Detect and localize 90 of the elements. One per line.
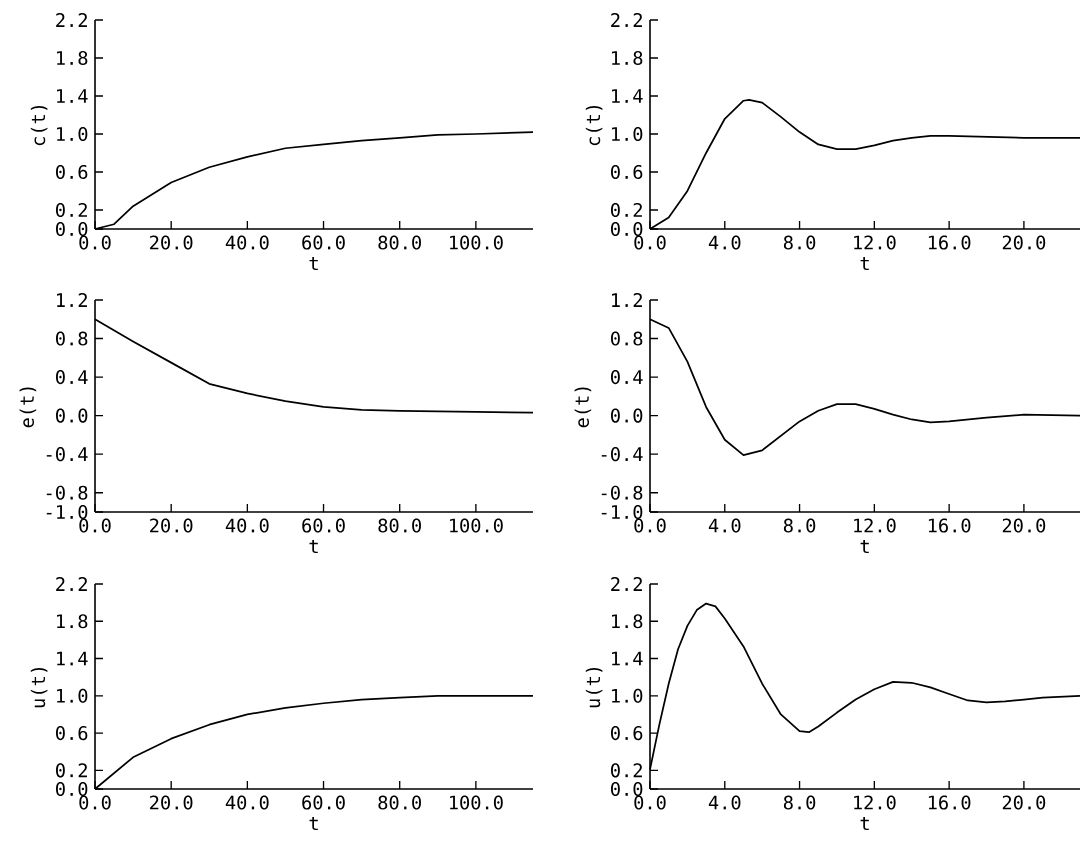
x-tick-label: 20.0 — [1002, 235, 1046, 250]
x-tick-label: 60.0 — [302, 235, 345, 250]
x-tick-label: 8.0 — [783, 518, 816, 533]
x-tick-label: 100.0 — [450, 235, 503, 250]
y-tick-label: 0.6 — [56, 164, 88, 180]
y-tick-label: 1.4 — [612, 89, 643, 103]
x-axis-title: t — [860, 256, 869, 271]
y-tick-label: -1.0 — [601, 504, 643, 520]
x-tick-label: 20.0 — [1002, 795, 1046, 810]
y-tick-label: 0.0 — [56, 221, 88, 237]
y-tick-label: -0.4 — [46, 447, 88, 462]
x-tick-label: 0.0 — [634, 795, 666, 810]
x-tick-label: 80.0 — [378, 518, 421, 533]
y-tick-label: 0.2 — [56, 763, 87, 778]
y-tick-label: 0.0 — [611, 781, 643, 797]
y-axis-title: c(t) — [585, 105, 603, 146]
y-tick-label: 0.0 — [611, 221, 643, 237]
y-tick-label: 1.0 — [612, 126, 643, 142]
x-tick-label: 4.0 — [708, 795, 741, 810]
y-tick-label: 1.2 — [612, 293, 642, 307]
y-axis-title: e(t) — [19, 387, 37, 428]
x-tick-label: 80.0 — [378, 235, 421, 250]
x-tick-label: 0.0 — [634, 235, 666, 250]
y-tick-label: 2.2 — [611, 13, 642, 27]
y-tick-label: 0.2 — [611, 202, 642, 218]
y-tick-label: -0.4 — [601, 447, 643, 462]
y-tick-label: 0.4 — [56, 370, 88, 385]
y-tick-label: 0.6 — [611, 164, 643, 180]
y-tick-label: -1.0 — [46, 504, 88, 520]
x-tick-label: 8.0 — [783, 235, 816, 250]
y-tick-label: 1.0 — [57, 688, 88, 703]
y-axis-title: u(t) — [30, 667, 48, 708]
x-tick-label: 12.0 — [854, 795, 896, 810]
x-tick-label: 12.0 — [854, 235, 896, 250]
y-tick-label: 0.6 — [611, 726, 643, 741]
y-tick-label: 0.4 — [611, 370, 643, 385]
x-tick-label: 20.0 — [150, 518, 193, 533]
x-tick-label: 40.0 — [225, 795, 269, 810]
y-tick-label: 1.8 — [612, 50, 643, 66]
x-tick-label: 20.0 — [150, 235, 193, 250]
x-tick-label: 4.0 — [708, 518, 741, 533]
y-tick-label: 1.8 — [57, 50, 88, 66]
x-axis-title: t — [309, 816, 318, 831]
x-tick-label: 0.0 — [634, 518, 666, 533]
y-tick-label: 0.2 — [611, 763, 642, 778]
x-tick-label: 16.0 — [928, 795, 971, 810]
y-tick-label: 1.4 — [57, 89, 88, 103]
x-tick-label: 20.0 — [150, 795, 193, 810]
x-tick-label: 16.0 — [928, 235, 971, 250]
y-tick-label: 1.0 — [57, 126, 88, 142]
y-tick-label: 0.2 — [56, 202, 87, 218]
x-tick-label: 80.0 — [378, 795, 421, 810]
y-tick-label: -0.8 — [601, 485, 643, 500]
y-tick-label: 1.8 — [57, 614, 88, 629]
y-tick-label: 2.2 — [611, 577, 642, 591]
x-tick-label: 0.0 — [79, 518, 111, 533]
y-axis-title: e(t) — [574, 387, 592, 428]
x-tick-label: 12.0 — [854, 518, 896, 533]
x-axis-title: t — [860, 816, 869, 831]
x-tick-label: 16.0 — [928, 518, 971, 533]
y-axis-title: u(t) — [585, 667, 603, 708]
y-tick-label: 2.2 — [56, 13, 87, 27]
x-tick-label: 20.0 — [1002, 518, 1046, 533]
y-tick-label: 0.6 — [56, 726, 88, 741]
x-tick-label: 0.0 — [79, 235, 111, 250]
y-tick-label: 1.4 — [612, 651, 643, 666]
x-tick-label: 0.0 — [79, 795, 111, 810]
x-tick-label: 4.0 — [708, 235, 741, 250]
y-tick-label: 0.8 — [611, 331, 643, 346]
y-tick-label: 1.8 — [612, 614, 643, 629]
y-tick-label: 0.0 — [611, 408, 643, 423]
y-tick-label: 0.0 — [56, 408, 88, 423]
y-tick-label: 1.4 — [57, 651, 88, 666]
y-tick-label: 0.0 — [56, 781, 88, 797]
x-tick-label: 40.0 — [225, 235, 269, 250]
x-tick-label: 100.0 — [450, 795, 503, 810]
x-tick-label: 100.0 — [450, 518, 503, 533]
y-tick-label: 0.8 — [56, 331, 88, 346]
x-tick-label: 8.0 — [783, 795, 816, 810]
y-tick-label: 2.2 — [56, 577, 87, 591]
x-tick-label: 60.0 — [302, 518, 345, 533]
x-axis-title: t — [309, 539, 318, 554]
x-tick-label: 60.0 — [302, 795, 345, 810]
y-tick-label: -0.8 — [46, 485, 88, 500]
x-axis-title: t — [860, 539, 869, 554]
x-axis-title: t — [309, 256, 318, 271]
y-tick-label: 1.2 — [57, 293, 87, 307]
y-tick-label: 1.0 — [612, 688, 643, 703]
x-tick-label: 40.0 — [225, 518, 269, 533]
y-axis-title: c(t) — [30, 105, 48, 146]
